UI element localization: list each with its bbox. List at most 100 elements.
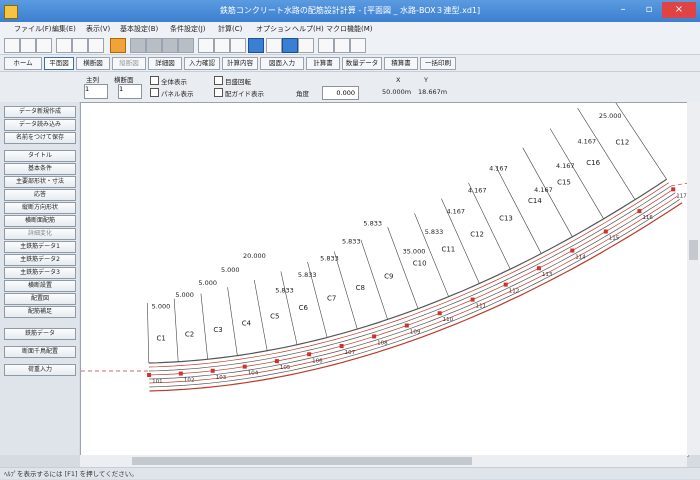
sidebar-staggered[interactable]: 断面千鳥配置 <box>4 346 76 358</box>
sidebar-load-input[interactable]: 荷重入力 <box>4 364 76 376</box>
block-divider <box>495 165 542 254</box>
block-dividers <box>147 103 667 364</box>
menu-calc[interactable]: 計算(C) <box>218 25 243 33</box>
open-icon[interactable] <box>20 38 36 53</box>
sidebar-detail-change[interactable]: 詳細変化 <box>4 228 76 240</box>
station-marker <box>339 344 344 349</box>
sidebar-new-data[interactable]: データ新規作成 <box>4 106 76 118</box>
tab-cross-section[interactable]: 横断図 <box>76 57 110 70</box>
export-icon[interactable] <box>72 38 88 53</box>
sidebar-rebar-supplement[interactable]: 配筋補足 <box>4 306 76 318</box>
angle-field[interactable]: 0.000 <box>322 86 359 100</box>
highlight-icon[interactable] <box>110 38 126 53</box>
horizontal-scrollbar[interactable] <box>80 455 687 467</box>
sidebar-main-rebar-1[interactable]: 主鉄筋データ1 <box>4 241 76 253</box>
tool-icon-2[interactable] <box>146 38 162 53</box>
vertical-scroll-thumb[interactable] <box>689 240 698 260</box>
sidebar-basic-conditions[interactable]: 基本条件 <box>4 163 76 175</box>
tab-longitudinal[interactable]: 縦断図 <box>112 57 146 70</box>
x-value: 50.000m <box>382 88 412 96</box>
dimension-label: 5.833 <box>320 254 339 262</box>
tab-estimate[interactable]: 積算書 <box>384 57 418 70</box>
layer-icon[interactable] <box>248 38 264 53</box>
side-label: 横断面 <box>114 76 134 84</box>
station-label: 114 <box>575 255 586 261</box>
tool-icon-4[interactable] <box>178 38 194 53</box>
menu-options[interactable]: オプション <box>256 25 291 33</box>
tab-calc-content[interactable]: 計算内容 <box>222 57 258 70</box>
sidebar-layout[interactable]: 配置図 <box>4 293 76 305</box>
sidebar-rebar-data[interactable]: 鉄筋データ <box>4 328 76 340</box>
checkbox-rotate[interactable]: 目盛回転 <box>214 76 251 86</box>
checkbox-guide-label: 配ガイド表示 <box>225 90 264 98</box>
network-icon[interactable] <box>350 38 366 53</box>
station-label: 113 <box>542 272 553 278</box>
menu-bar: ファイル(F) 編集(E) 表示(V) 基本設定(B) 条件設定(J) 計算(C… <box>0 22 700 37</box>
sidebar-title[interactable]: タイトル <box>4 150 76 162</box>
tool-icon-1[interactable] <box>130 38 146 53</box>
angle-label: 角度 <box>296 90 309 98</box>
menu-file[interactable]: ファイル(F) <box>14 25 52 33</box>
vertical-scrollbar[interactable] <box>687 102 700 455</box>
new-icon[interactable] <box>4 38 20 53</box>
block-divider <box>307 261 328 338</box>
sidebar-longitudinal-shape[interactable]: 縦断方向形状 <box>4 202 76 214</box>
close-button[interactable]: × <box>662 2 696 18</box>
calc-icon[interactable] <box>56 38 72 53</box>
block-divider <box>387 227 419 309</box>
dimension-label: 5.833 <box>298 271 317 279</box>
menu-view[interactable]: 表示(V) <box>86 25 111 33</box>
tool-icon-3[interactable] <box>162 38 178 53</box>
dimension-label: 4.167 <box>468 186 487 194</box>
sidebar-main-rebar-2[interactable]: 主鉄筋データ2 <box>4 254 76 266</box>
tab-drawing-input[interactable]: 図面入力 <box>260 57 304 70</box>
block-divider <box>522 147 573 237</box>
sidebar-cross-rebar[interactable]: 横断面配筋 <box>4 215 76 227</box>
menu-macro[interactable]: マクロ機能(M) <box>326 25 373 33</box>
dimension-label: 4.167 <box>577 137 596 145</box>
drawing-canvas[interactable]: C1 C2 C3 C4 C5 C6 C7 C8 C9 C10 C11 C12 C13 C14 C15 C16 C… <box>80 102 689 457</box>
tab-input-check[interactable]: 入力確認 <box>184 57 220 70</box>
block-divider <box>615 103 667 180</box>
sidebar-main-rebar-3[interactable]: 主鉄筋データ3 <box>4 267 76 279</box>
fit-icon[interactable] <box>230 38 246 53</box>
tab-batch-print[interactable]: 一括印刷 <box>420 57 456 70</box>
horizontal-scroll-thumb[interactable] <box>132 457 472 465</box>
tab-quantity[interactable]: 数量データ <box>342 57 382 70</box>
grid-icon[interactable] <box>266 38 282 53</box>
zoom-in-icon[interactable] <box>198 38 214 53</box>
app-icon[interactable] <box>4 5 18 19</box>
menu-conditions[interactable]: 条件設定(J) <box>170 25 206 33</box>
help-icon[interactable] <box>318 38 334 53</box>
save-icon[interactable] <box>36 38 52 53</box>
menu-basic-settings[interactable]: 基本設定(B) <box>120 25 159 33</box>
checkbox-full-view[interactable]: 全体表示 <box>150 76 187 86</box>
checkbox-panel[interactable]: パネル表示 <box>150 88 194 98</box>
station-marker <box>503 282 508 287</box>
tab-detail[interactable]: 詳細図 <box>148 57 182 70</box>
menu-help[interactable]: ヘルプ(H) <box>292 25 324 33</box>
checkbox-guide[interactable]: 配ガイド表示 <box>214 88 264 98</box>
menu-edit[interactable]: 編集(E) <box>52 25 76 33</box>
main-spinner[interactable]: 1 <box>84 84 108 99</box>
side-spinner[interactable]: 1 <box>118 84 142 99</box>
sidebar-main-shape[interactable]: 主要部形状・寸法 <box>4 176 76 188</box>
sidebar-open-data[interactable]: データ読み込み <box>4 119 76 131</box>
block-label: C16 <box>586 159 600 167</box>
sidebar-response[interactable]: 応答 <box>4 189 76 201</box>
info-icon[interactable] <box>334 38 350 53</box>
print-icon[interactable] <box>88 38 104 53</box>
tab-report[interactable]: 計算書 <box>306 57 340 70</box>
station-marker <box>536 266 541 271</box>
sidebar-cross-placement[interactable]: 横断設置 <box>4 280 76 292</box>
toolbar <box>0 36 700 55</box>
tab-home[interactable]: ホーム <box>4 57 42 70</box>
tab-plan[interactable]: 平面図 <box>44 57 74 70</box>
minimize-button[interactable]: – <box>620 4 626 15</box>
view-icon[interactable] <box>282 38 298 53</box>
station-marker <box>637 209 642 214</box>
zoom-out-icon[interactable] <box>214 38 230 53</box>
sidebar-save-as[interactable]: 名前をつけて保存 <box>4 132 76 144</box>
settings-icon[interactable] <box>298 38 314 53</box>
maximize-button[interactable]: ▫ <box>645 4 653 15</box>
